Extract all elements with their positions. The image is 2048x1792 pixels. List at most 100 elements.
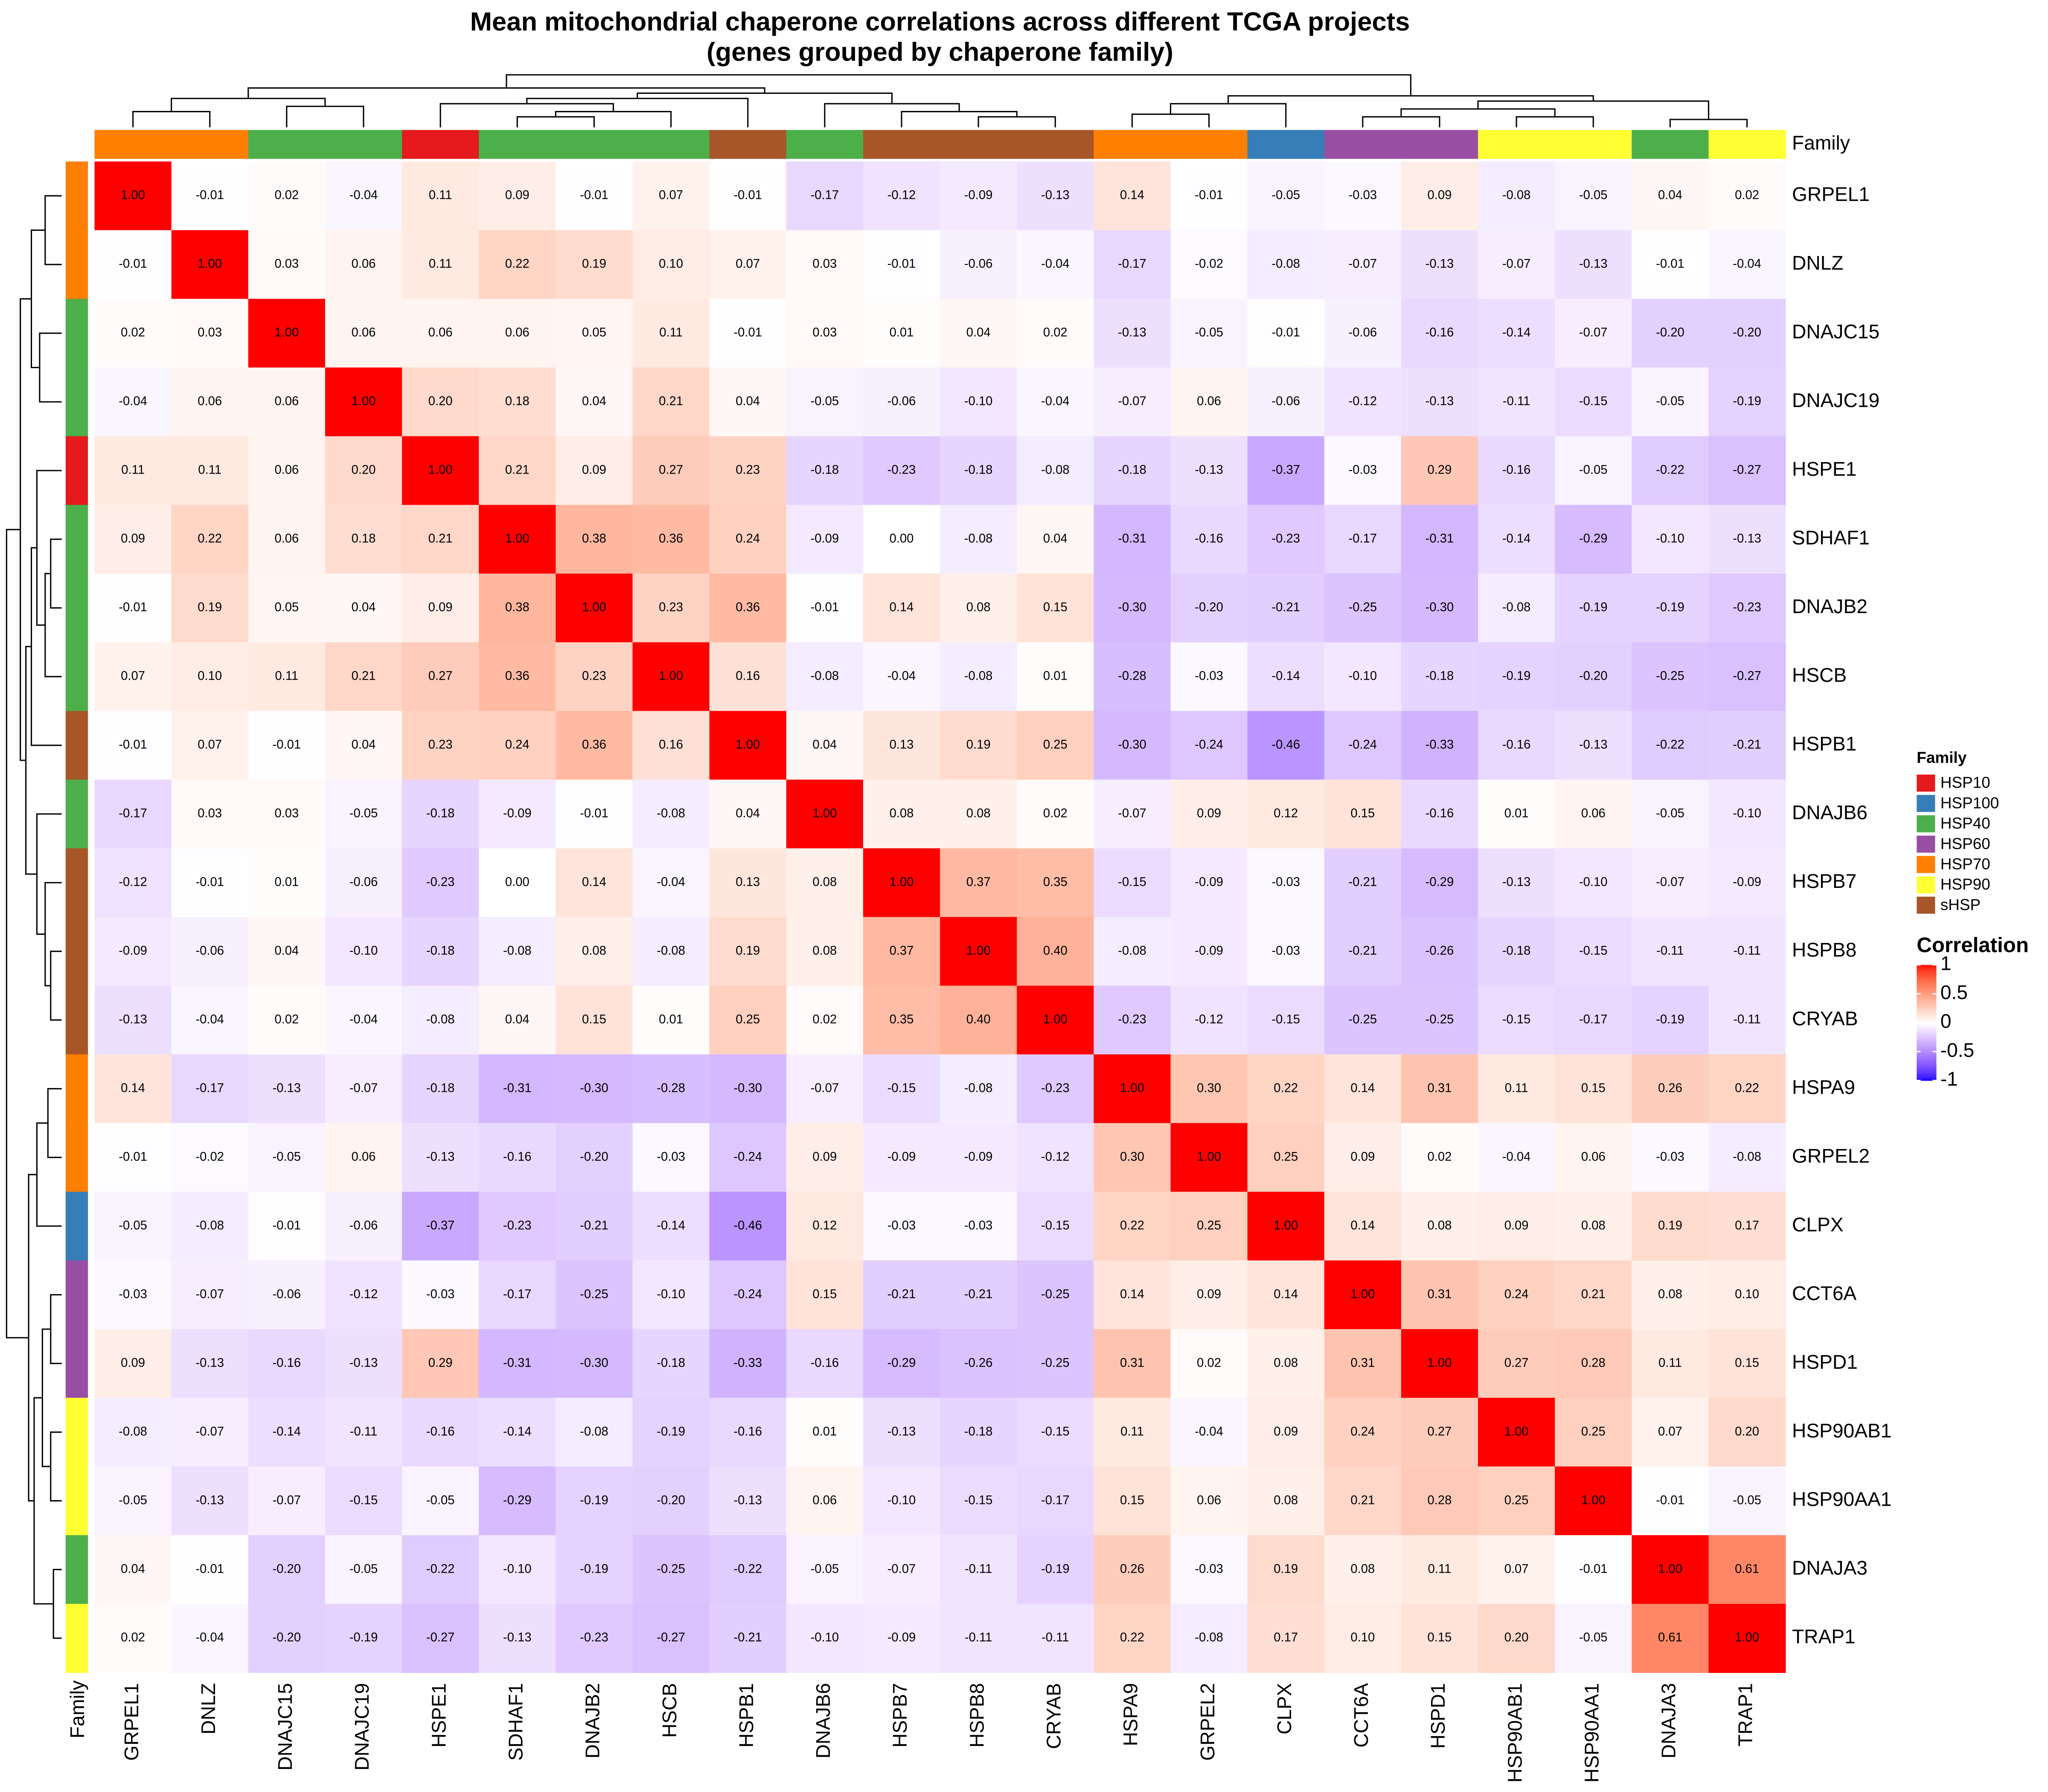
cell-label: 1.00	[890, 875, 914, 889]
cell-label: 0.08	[812, 875, 837, 889]
cell-label: 0.27	[1428, 1425, 1452, 1438]
heatmap-cell	[248, 1398, 326, 1467]
heatmap-cell	[1247, 986, 1325, 1055]
cell-label: -0.09	[964, 189, 993, 202]
cell-label: 0.23	[582, 669, 606, 683]
colorbar-step	[1917, 984, 1937, 987]
legend-label: HSP70	[1940, 855, 1990, 873]
family-annotation	[1708, 130, 1786, 159]
column-label: DNLZ	[197, 1683, 219, 1734]
cell-label: -0.03	[1349, 189, 1377, 202]
cell-label: 1.00	[121, 189, 145, 202]
heatmap-cell	[1324, 986, 1402, 1055]
heatmap-cell	[171, 1123, 249, 1193]
family-annotation	[65, 1398, 88, 1467]
cell-label: 0.08	[1428, 1219, 1452, 1232]
colorbar-step	[1917, 1036, 1937, 1039]
cell-label: -0.18	[1118, 463, 1146, 477]
heatmap-cell	[479, 230, 556, 300]
heatmap-cell	[863, 1466, 940, 1536]
heatmap-cell	[1632, 917, 1709, 986]
heatmap-cell	[1094, 642, 1171, 712]
heatmap-cell	[171, 986, 249, 1055]
cell-label: 0.06	[352, 1150, 376, 1164]
cell-label: -0.17	[195, 1081, 224, 1095]
heatmap-cell	[1478, 1260, 1556, 1330]
heatmap-cell	[1555, 1535, 1632, 1604]
cell-label: -0.01	[119, 257, 147, 271]
row-label: CLPX	[1792, 1213, 1844, 1236]
column-label: HSPE1	[428, 1683, 450, 1748]
heatmap-cell	[1017, 230, 1094, 300]
heatmap-cell	[1170, 642, 1248, 712]
colorbar-step	[1917, 976, 1937, 979]
heatmap-cell	[556, 1054, 633, 1124]
cell-label: 0.36	[505, 669, 529, 683]
heatmap-cell	[1478, 1604, 1556, 1673]
cell-label: 0.06	[1197, 1493, 1221, 1507]
heatmap-cell	[1094, 161, 1171, 231]
heatmap-cell	[709, 299, 787, 368]
heatmap-cell	[1170, 986, 1248, 1055]
heatmap-cell	[940, 1054, 1018, 1124]
heatmap-cell	[1324, 1192, 1402, 1261]
cell-label: -0.10	[349, 944, 378, 957]
heatmap-cell	[709, 642, 787, 712]
heatmap-cell	[1555, 161, 1632, 231]
heatmap-cell	[940, 1535, 1018, 1604]
cell-label: -0.21	[580, 1219, 608, 1232]
cell-label: -0.09	[811, 532, 839, 546]
colorbar-step	[1917, 1063, 1937, 1066]
heatmap-cell	[248, 917, 326, 986]
heatmap-cell	[402, 1054, 480, 1124]
heatmap-cell	[709, 573, 787, 643]
heatmap-cell	[1708, 1054, 1786, 1124]
legend-label: HSP60	[1940, 835, 1990, 852]
row-label: DNAJC15	[1792, 320, 1879, 343]
cell-label: 0.11	[1120, 1425, 1144, 1438]
heatmap-cell	[940, 1398, 1018, 1467]
cell-label: -0.01	[1195, 189, 1223, 202]
heatmap-cell	[1478, 299, 1556, 368]
heatmap-cell	[402, 1260, 480, 1330]
row-label: DNAJC19	[1792, 389, 1879, 411]
heatmap-cell	[325, 1604, 403, 1673]
cell-label: 0.02	[812, 1012, 837, 1026]
heatmap-cell	[325, 780, 403, 849]
heatmap-cell	[1401, 1398, 1478, 1467]
cell-label: -0.29	[887, 1356, 916, 1370]
heatmap-cell	[1094, 1535, 1171, 1604]
cell-label: 0.25	[1504, 1493, 1529, 1507]
heatmap-cell	[1401, 299, 1478, 368]
cell-label: -0.10	[1579, 875, 1608, 889]
heatmap-cell	[248, 1123, 326, 1193]
cell-label: -0.20	[1733, 326, 1761, 340]
heatmap-cell	[1478, 1535, 1556, 1604]
heatmap-cell	[1401, 161, 1478, 231]
cell-label: 0.27	[428, 669, 453, 683]
cell-label: -0.01	[580, 806, 608, 820]
family-annotation	[65, 986, 88, 1055]
colorbar-step	[1917, 1069, 1937, 1071]
heatmap-cell	[94, 711, 172, 780]
heatmap-cell	[1170, 1466, 1248, 1536]
heatmap-cell	[940, 780, 1018, 849]
heatmap-cell	[171, 299, 249, 368]
heatmap-cell	[1555, 1123, 1632, 1193]
heatmap-cell	[863, 917, 940, 986]
heatmap-cell	[1247, 711, 1325, 780]
cell-label: -0.13	[426, 1150, 455, 1164]
cell-label: -0.11	[1733, 944, 1760, 957]
heatmap-cell	[1401, 436, 1478, 506]
heatmap-cell	[1555, 505, 1632, 574]
heatmap-cell	[632, 505, 710, 574]
cell-label: 0.27	[659, 463, 683, 477]
heatmap-cell	[171, 505, 249, 574]
cell-label: -0.20	[1195, 601, 1223, 614]
column-label: DNAJC15	[274, 1683, 296, 1771]
cell-label: 0.22	[198, 532, 222, 546]
cell-label: -0.04	[119, 395, 147, 408]
cell-label: 0.15	[1735, 1356, 1759, 1370]
cell-label: 0.04	[812, 738, 837, 752]
heatmap-cell	[1632, 230, 1709, 300]
